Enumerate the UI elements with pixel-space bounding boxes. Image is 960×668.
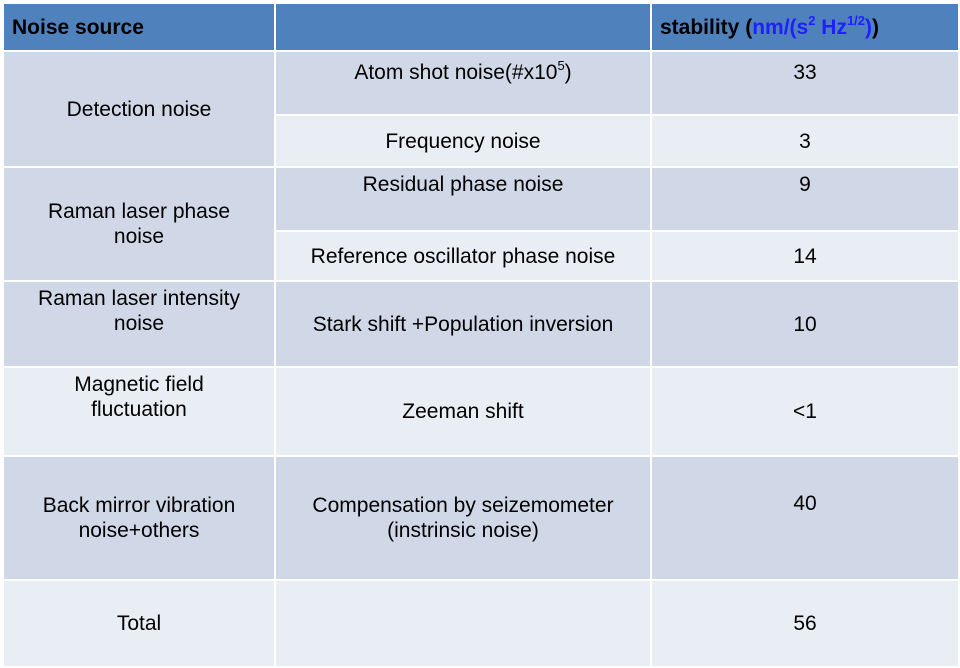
source-label-line2: noise bbox=[113, 225, 165, 248]
source-label: Detection noise bbox=[66, 97, 212, 121]
contributor-label-line2: (instrinsic noise) bbox=[387, 519, 539, 542]
table-row: Raman laser phase noise Residual phase no… bbox=[2, 166, 960, 282]
value-cell: 40 bbox=[650, 455, 960, 581]
unit-sup-a: 2 bbox=[808, 12, 816, 28]
source-label-line1: Magnetic field bbox=[74, 373, 204, 396]
value-label: 56 bbox=[793, 612, 817, 635]
contributor-label: Stark shift +Population inversion bbox=[312, 312, 614, 336]
value-cell: 14 bbox=[650, 230, 960, 282]
table-header-row: Noise source stability (nm/(s2 Hz1/2)) bbox=[2, 2, 960, 52]
header-blank bbox=[274, 2, 652, 52]
value-label: 33 bbox=[793, 61, 817, 84]
table-row: Back mirror vibration noise+others Compen… bbox=[2, 455, 960, 581]
unit-part-a: nm/(s bbox=[752, 15, 809, 39]
contributor-reference-oscillator: Reference oscillator phase noise bbox=[274, 230, 652, 282]
header-stability-close: ) bbox=[872, 15, 880, 39]
source-raman-intensity-noise: Raman laser intensity noise bbox=[2, 280, 276, 368]
unit-sup-b: 1/2 bbox=[846, 12, 866, 28]
source-raman-phase-noise: Raman laser phase noise bbox=[2, 166, 276, 282]
contributor-label: Residual phase noise bbox=[362, 173, 564, 196]
contributor-blank bbox=[274, 579, 652, 668]
unit-part-b: Hz bbox=[815, 15, 847, 39]
header-noise-source-label: Noise source bbox=[12, 15, 144, 39]
contributor-zeeman-shift: Zeeman shift bbox=[274, 366, 652, 457]
value-label: 3 bbox=[799, 129, 811, 153]
contributor-close: ) bbox=[564, 61, 572, 84]
source-total: Total bbox=[2, 579, 276, 668]
value-cell-total: 56 bbox=[650, 579, 960, 668]
unit-part-c: ) bbox=[865, 15, 873, 39]
value-cell: 9 bbox=[650, 166, 960, 232]
value-label: 14 bbox=[793, 244, 817, 268]
source-label-line1: Raman laser phase bbox=[47, 200, 231, 223]
table-row: Raman laser intensity noise Stark shift +… bbox=[2, 280, 960, 368]
source-label-line2: fluctuation bbox=[91, 398, 187, 421]
source-label-line2: noise bbox=[113, 312, 165, 335]
contributor-residual-phase-noise: Residual phase noise bbox=[274, 166, 652, 232]
source-magnetic-field: Magnetic field fluctuation bbox=[2, 366, 276, 457]
contributor-sup: 5 bbox=[557, 58, 565, 73]
table-row: Frequency noise 3 bbox=[3, 114, 960, 168]
contributor-seismometer: Compensation by seizemometer (instrinsic … bbox=[274, 455, 652, 581]
source-label-line1: Raman laser intensity bbox=[38, 287, 240, 310]
value-label: 9 bbox=[799, 173, 811, 196]
value-label: 10 bbox=[793, 312, 817, 336]
contributor-label: Reference oscillator phase noise bbox=[310, 244, 616, 268]
value-label: <1 bbox=[793, 400, 817, 423]
value-cell: <1 bbox=[650, 366, 960, 457]
table-row: Reference oscillator phase noise 14 bbox=[3, 230, 960, 282]
source-back-mirror: Back mirror vibration noise+others bbox=[2, 455, 276, 581]
table-row-total: Total 56 bbox=[2, 579, 960, 668]
contributor-label: Atom shot noise(#x10 bbox=[354, 61, 558, 84]
header-stability-label: stability ( bbox=[660, 15, 753, 39]
contributor-atom-shot-noise: Atom shot noise(#x105) bbox=[274, 50, 652, 116]
contributor-stark-shift: Stark shift +Population inversion bbox=[274, 280, 652, 368]
value-cell: 33 bbox=[650, 50, 960, 116]
source-label-line1: Back mirror vibration bbox=[42, 494, 236, 517]
contributor-label: Frequency noise bbox=[385, 129, 541, 153]
table-row: Detection noise Atom shot noise(#x105) 3… bbox=[2, 50, 960, 168]
source-detection-noise: Detection noise bbox=[2, 50, 276, 168]
stability-unit: nm/(s2 Hz1/2) bbox=[752, 12, 873, 39]
header-noise-source: Noise source bbox=[2, 2, 276, 52]
value-cell: 3 bbox=[650, 114, 960, 168]
contributor-label: Zeeman shift bbox=[402, 400, 524, 423]
table-row: Magnetic field fluctuation Zeeman shift <… bbox=[2, 366, 960, 457]
source-label-line2: noise+others bbox=[78, 519, 200, 542]
contributor-label-line1: Compensation by seizemometer bbox=[312, 494, 614, 517]
contributor-frequency-noise: Frequency noise bbox=[274, 114, 652, 168]
header-stability: stability (nm/(s2 Hz1/2)) bbox=[650, 2, 960, 52]
value-label: 40 bbox=[793, 492, 817, 515]
source-label: Total bbox=[116, 612, 162, 635]
value-cell: 10 bbox=[650, 280, 960, 368]
